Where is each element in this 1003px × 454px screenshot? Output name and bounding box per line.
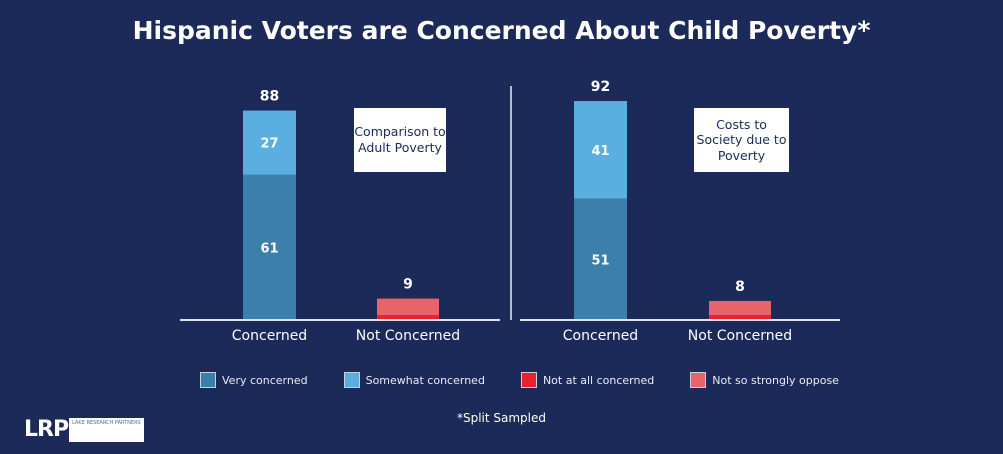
bar-segment: [243, 174, 296, 320]
legend-item: Somewhat concerned: [343, 372, 485, 388]
logo-mark: LRP: [24, 417, 69, 442]
category-label: Not Concerned: [356, 328, 460, 344]
segment-label: 61: [260, 241, 278, 256]
category-label: Not Concerned: [688, 328, 792, 344]
footnote: *Split Sampled: [456, 411, 547, 425]
total-label: 92: [591, 79, 610, 95]
legend-label: Not at all concerned: [542, 373, 655, 387]
bar-segment: [709, 315, 771, 320]
legend-label: Very concerned: [222, 373, 308, 387]
segment-label: 41: [591, 144, 609, 159]
legend-label: Not so strongly oppose: [712, 373, 839, 387]
bar-segment: [377, 298, 439, 316]
category-label: Concerned: [563, 328, 638, 344]
bar-segment: [377, 315, 439, 320]
note-box-left: Comparison to Adult Poverty: [354, 108, 446, 172]
legend-item: Very concerned: [200, 372, 308, 388]
total-label: 8: [735, 279, 745, 295]
legend-swatch: [690, 372, 707, 388]
bar-segment: [574, 198, 627, 320]
legend-swatch: [343, 372, 360, 388]
bar-segment: [574, 101, 627, 199]
note-box-right: Costs to Society due to Poverty: [694, 108, 789, 172]
legend-item: Not at all concerned: [520, 372, 655, 388]
segment-label: 27: [260, 137, 278, 152]
bar-segment: [243, 110, 296, 175]
total-label: 9: [403, 277, 413, 293]
logo-text: LAKE RESEARCH PARTNERS: [69, 418, 144, 442]
total-label: 88: [260, 89, 279, 105]
chart-title: Hispanic Voters are Concerned About Chil…: [132, 16, 871, 45]
category-label: Concerned: [232, 328, 307, 344]
legend-swatch: [200, 372, 216, 388]
segment-label: 51: [591, 253, 609, 268]
legend: Very concerned Somewhat concerned Not at…: [200, 372, 875, 388]
legend-swatch: [520, 372, 537, 388]
legend-label: Somewhat concerned: [365, 373, 485, 387]
bar-segment: [709, 300, 771, 316]
lrp-logo: LRP LAKE RESEARCH PARTNERS: [24, 418, 144, 442]
legend-item: Not so strongly oppose: [690, 372, 839, 388]
